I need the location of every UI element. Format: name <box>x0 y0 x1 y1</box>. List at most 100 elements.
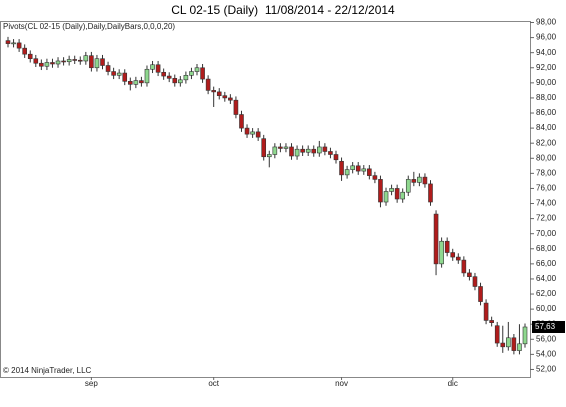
x-tick-label: nov <box>335 379 348 388</box>
candle-body <box>266 154 272 158</box>
candle-body <box>317 146 322 154</box>
candle-body <box>428 183 433 203</box>
candle-body <box>44 62 50 67</box>
candle-body <box>417 176 422 183</box>
candle-body <box>27 53 33 60</box>
candle-body <box>200 67 205 80</box>
candle-body <box>450 252 456 258</box>
candle-body <box>55 60 61 65</box>
candle-body <box>389 188 394 192</box>
x-tick-label: dic <box>448 379 458 388</box>
candle-body <box>139 80 144 84</box>
candle-body <box>311 148 317 154</box>
candle-body <box>216 91 222 96</box>
y-tick-label: 66,00 <box>536 259 557 268</box>
y-tick-label: 62,00 <box>536 289 557 298</box>
candle-body <box>344 169 350 176</box>
candle-body <box>144 68 150 84</box>
candle-body <box>50 62 55 65</box>
candle-body <box>77 59 83 62</box>
x-tick-label: oct <box>208 379 219 388</box>
candle-body <box>411 179 417 183</box>
candle-body <box>367 168 372 176</box>
y-tick-label: 78,00 <box>536 168 557 177</box>
y-tick-label: 84,00 <box>536 123 557 132</box>
candle-body <box>211 90 216 93</box>
candle-body <box>39 62 44 67</box>
candle-body <box>255 131 261 138</box>
y-tick-label: 56,00 <box>536 334 557 343</box>
candle-body <box>494 325 500 344</box>
candle-body <box>511 337 517 351</box>
candle-body <box>322 146 328 152</box>
candle-body <box>328 151 333 155</box>
candle-body <box>100 58 105 66</box>
candle-body <box>172 78 178 84</box>
y-tick-label: 52,00 <box>536 365 557 374</box>
candle-body <box>506 337 511 348</box>
y-tick-label: 80,00 <box>536 153 557 162</box>
candle-body <box>489 320 494 323</box>
candle-body <box>178 79 183 84</box>
y-tick-label: 68,00 <box>536 244 557 253</box>
candle-body <box>272 146 278 155</box>
candle-body <box>22 47 27 55</box>
candle-body <box>439 240 444 265</box>
candle-body <box>500 342 506 348</box>
candle-body <box>472 276 478 287</box>
candle-body <box>339 160 344 176</box>
y-tick-label: 60,00 <box>536 304 557 313</box>
candle-body <box>116 72 122 76</box>
candle-body <box>400 191 405 200</box>
y-tick-label: 92,00 <box>536 63 557 72</box>
y-tick-label: 72,00 <box>536 214 557 223</box>
y-tick-label: 54,00 <box>536 349 557 358</box>
candle-body <box>455 256 461 261</box>
candle-body <box>422 176 428 185</box>
candle-body <box>372 175 378 180</box>
candle-body <box>189 71 194 76</box>
candle-body <box>467 272 472 277</box>
candle-body <box>517 343 522 351</box>
y-tick-label: 76,00 <box>536 184 557 193</box>
last-price-box <box>532 320 565 333</box>
candle-body <box>61 60 66 63</box>
candle-body <box>522 326 528 345</box>
candle-body <box>483 302 489 321</box>
candle-body <box>166 75 172 79</box>
y-tick-label: 88,00 <box>536 93 557 102</box>
candle-body <box>222 95 228 99</box>
y-tick-label: 98,00 <box>536 18 557 27</box>
candle-body <box>239 114 244 129</box>
chart-title: CL 02-15 (Daily) 11/08/2014 - 22/12/2014 <box>171 3 395 17</box>
y-tick-label: 70,00 <box>536 229 557 238</box>
candle-body <box>333 154 339 161</box>
candle-body <box>128 81 133 85</box>
candle-body <box>228 97 233 101</box>
candle-body <box>16 42 22 49</box>
x-tick-label: sep <box>85 379 98 388</box>
y-tick-label: 64,00 <box>536 274 557 283</box>
copyright: © 2014 NinjaTrader, LLC <box>3 366 92 375</box>
candle-body <box>150 64 155 70</box>
candle-body <box>294 148 300 157</box>
y-tick-label: 94,00 <box>536 48 557 57</box>
y-tick-label: 82,00 <box>536 138 557 147</box>
candle-body <box>194 67 200 72</box>
candle-body <box>205 78 211 91</box>
candle-body <box>72 59 78 61</box>
candle-body <box>111 71 116 76</box>
candle-body <box>244 127 250 135</box>
candle-body <box>105 65 111 72</box>
candle-body <box>89 55 94 69</box>
candle-body <box>94 58 100 69</box>
candle-body <box>122 72 128 82</box>
candle-body <box>289 146 294 157</box>
candle-body <box>444 240 450 253</box>
candle-body <box>383 191 389 203</box>
candle-body <box>433 213 439 265</box>
candle-body <box>300 148 305 153</box>
candle-body <box>133 80 139 85</box>
